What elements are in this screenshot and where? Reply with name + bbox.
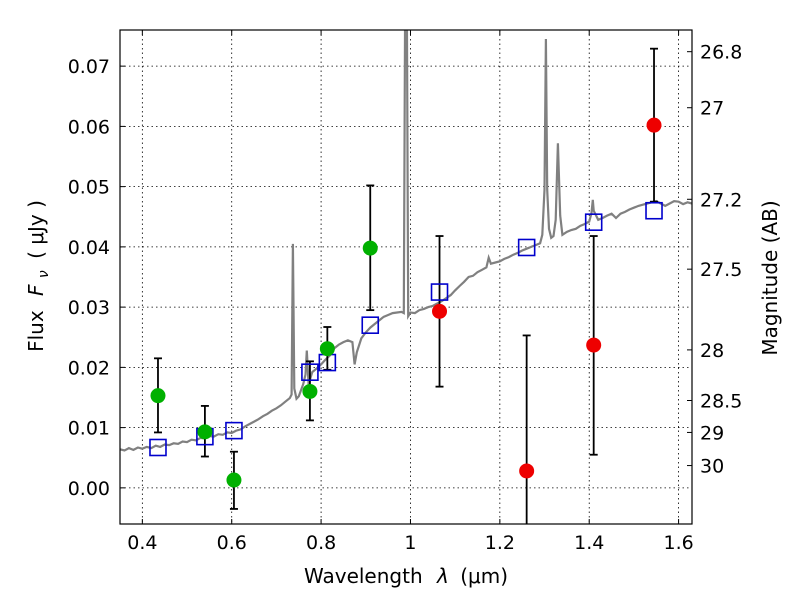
x-tick-label: 0.4: [127, 532, 157, 554]
infrared-data-point: [586, 337, 602, 353]
optical-data-point: [150, 388, 166, 404]
model-photometry-square: [517, 238, 536, 257]
spectrum-layer: [120, 30, 692, 452]
magnitude-tick-label: 28.5: [700, 391, 742, 413]
y-tick-label: 0.07: [68, 56, 110, 78]
x-axis-label-text: Wavelength: [304, 564, 423, 588]
grid: [120, 30, 692, 524]
y-tick-label: 0.05: [68, 177, 110, 199]
x-axis-label-unit: (μm): [460, 564, 508, 588]
y-axis-label-subscript: ν: [36, 270, 52, 278]
x-tick-label: 0.8: [306, 532, 336, 554]
plot-frame: [119, 29, 693, 525]
magnitude-tick-label: 27: [700, 98, 724, 120]
model-photometry-square: [361, 316, 380, 334]
x-tick-label: 1: [404, 532, 416, 554]
tick-layer: 0.4 0.6 0.8 1 1.2 1.4 1.6 0.00 0.01 0.02 0.03 0.04 0…: [68, 30, 742, 554]
x-tick-label: 1.4: [574, 532, 604, 554]
model-photometry-square: [225, 421, 243, 440]
y-tick-label: 0.03: [68, 297, 110, 319]
x-tick-label: 0.6: [217, 532, 247, 554]
infrared-data-point: [432, 303, 448, 319]
y-tick-label: 0.01: [68, 418, 110, 440]
model-photometry-square: [645, 201, 663, 220]
model-photometry-square: [301, 363, 319, 381]
model-photometry-square: [149, 438, 167, 457]
y-tick-label: 0.06: [68, 116, 110, 138]
x-axis-label-symbol: λ: [436, 564, 449, 588]
magnitude-tick-label: 26.8: [700, 42, 742, 64]
magnitude-tick-label: 30: [700, 456, 724, 478]
optical-data-point: [197, 424, 213, 440]
optical-data-point: [319, 341, 335, 357]
optical-data-point: [226, 472, 242, 488]
y-tick-label: 0.00: [68, 478, 110, 500]
model-spectrum-line: [120, 30, 692, 452]
magnitude-tick-label: 29: [700, 422, 724, 444]
y-axis-label: Flux F ν ( μJy ): [24, 200, 53, 352]
y-tick-label: 0.04: [68, 237, 110, 259]
x-tick-label: 1.6: [663, 532, 693, 554]
y-axis-label-symbol: F: [24, 284, 48, 296]
infrared-data-point: [519, 463, 535, 479]
y-axis-label-unit: ( μJy ): [24, 200, 48, 259]
magnitude-tick-label: 27.2: [700, 189, 742, 211]
optical-data-point: [302, 383, 318, 399]
x-tick-label: 1.2: [485, 532, 515, 554]
marker-layer: [149, 117, 663, 488]
optical-data-point: [362, 240, 378, 256]
x-axis-label: Wavelength λ (μm): [304, 564, 508, 588]
magnitude-tick-label: 27.5: [700, 259, 742, 281]
model-photometry-square: [584, 213, 603, 231]
magnitude-axis-label: Magnitude (AB): [758, 200, 782, 355]
model-photometry-square: [430, 283, 449, 301]
y-tick-label: 0.02: [68, 357, 110, 379]
infrared-data-point: [646, 117, 662, 133]
magnitude-tick-label: 28: [700, 340, 724, 362]
y-axis-label-text: Flux: [24, 310, 48, 352]
